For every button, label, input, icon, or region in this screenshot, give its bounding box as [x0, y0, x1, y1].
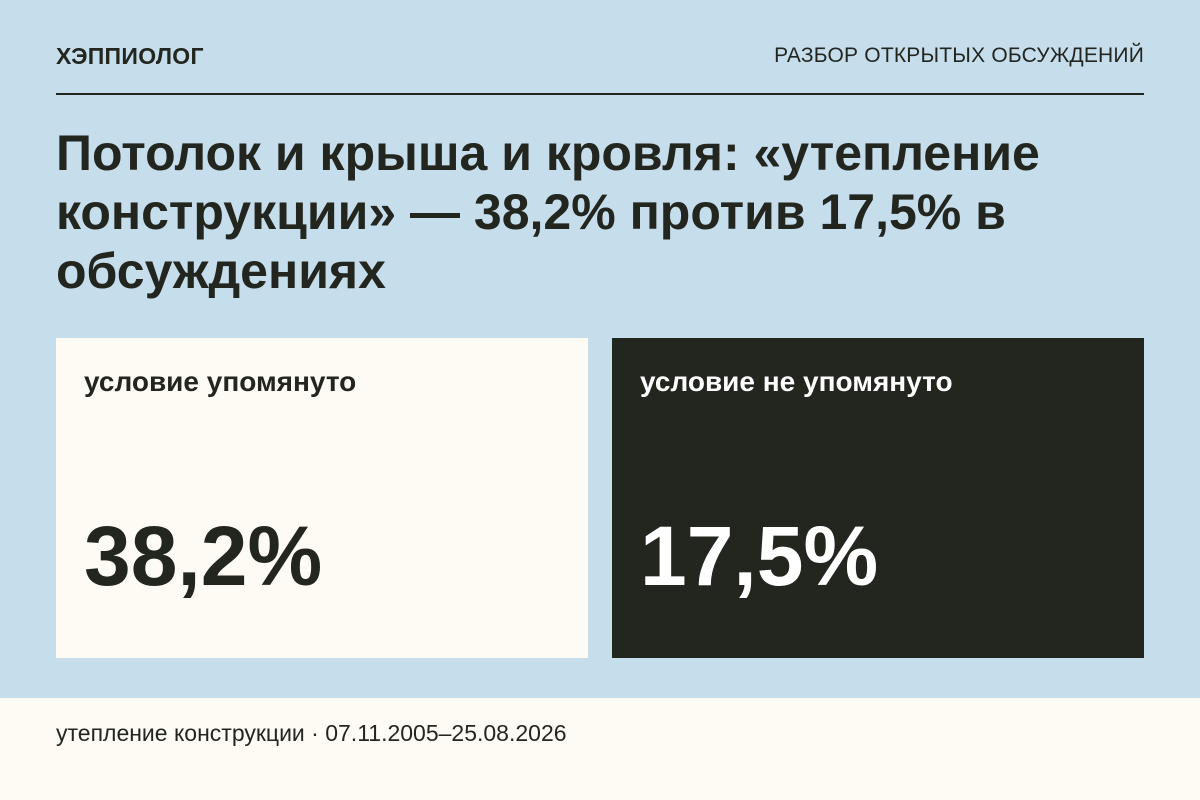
page-header: ХЭППИОЛОГ РАЗБОР ОТКРЫТЫХ ОБСУЖДЕНИЙ — [56, 36, 1144, 76]
page-title: Потолок и крыша и кровля: «утепление кон… — [56, 125, 1040, 299]
stat-card-label: условие упомянуто — [84, 366, 357, 397]
footer-caption: утепление конструкции · 07.11.2005–25.08… — [56, 720, 567, 746]
stat-card-not-mentioned: условие не упомянуто 17,5% — [612, 338, 1144, 658]
stat-card-mentioned: условие упомянуто 38,2% — [56, 338, 588, 658]
stat-card-value: 38,2% — [84, 509, 323, 603]
stat-card-value: 17,5% — [640, 509, 879, 603]
section-label: РАЗБОР ОТКРЫТЫХ ОБСУЖДЕНИЙ — [774, 44, 1144, 67]
brand-name: ХЭППИОЛОГ — [56, 42, 204, 69]
footer: утепление конструкции · 07.11.2005–25.08… — [0, 698, 1200, 800]
stat-card-label: условие не упомянуто — [640, 366, 953, 397]
header-divider — [56, 93, 1144, 95]
